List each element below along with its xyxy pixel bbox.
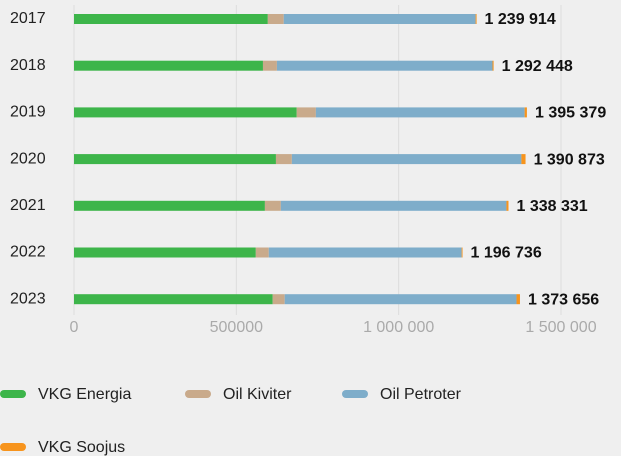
bar-segment [492, 60, 494, 71]
bar-segment [74, 247, 256, 258]
bar-segment [280, 200, 507, 211]
bar-segment [267, 14, 284, 24]
bar-segment [283, 14, 476, 24]
data-label: 1 292 448 [502, 58, 573, 75]
x-tick-label: 1 000 000 [363, 319, 434, 336]
data-label: 1 395 379 [535, 105, 606, 122]
bar-segment [272, 294, 285, 305]
bar-segment [524, 107, 527, 118]
y-tick-label: 2020 [10, 150, 46, 167]
bar-segment [276, 60, 493, 71]
legend-label: VKG Soojus [38, 439, 125, 456]
bar-segment [315, 107, 525, 118]
y-tick-label: 2018 [10, 57, 46, 74]
bar-segment [521, 154, 526, 165]
y-tick-label: 2022 [10, 244, 46, 261]
bar-segment [74, 294, 273, 305]
bar-segment [296, 107, 316, 118]
bar-segment [268, 247, 462, 258]
legend-label: Oil Petroter [380, 386, 462, 403]
bar-segment [74, 60, 263, 71]
y-tick-label: 2021 [10, 197, 46, 214]
bar-segment [284, 294, 517, 305]
bar-segment [475, 14, 477, 24]
data-label: 1 390 873 [534, 151, 605, 168]
bar-segment [262, 60, 277, 71]
x-tick-label: 1 500 000 [525, 319, 596, 336]
bar-segment [506, 200, 509, 211]
bar-segment [74, 200, 265, 211]
data-label: 1 338 331 [517, 198, 588, 215]
bar-segment [275, 154, 292, 165]
legend-label: Oil Kiviter [223, 386, 292, 403]
x-tick-label: 0 [70, 319, 79, 336]
y-tick-label: 2019 [10, 104, 46, 121]
data-label: 1 373 656 [528, 291, 599, 308]
bar-segment [74, 107, 297, 118]
data-label: 1 239 914 [485, 11, 556, 28]
y-tick-label: 2017 [10, 10, 46, 27]
x-tick-label: 500000 [210, 319, 263, 336]
bar-segment [74, 154, 276, 165]
bar-segment [291, 154, 522, 165]
y-tick-label: 2023 [10, 290, 46, 307]
bar-segment [74, 14, 268, 24]
bar-segment [461, 247, 463, 258]
bar-segment [264, 200, 281, 211]
data-label: 1 196 736 [471, 245, 542, 262]
legend-label: VKG Energia [38, 386, 131, 403]
bar-segment [255, 247, 269, 258]
bar-segment [516, 294, 520, 305]
